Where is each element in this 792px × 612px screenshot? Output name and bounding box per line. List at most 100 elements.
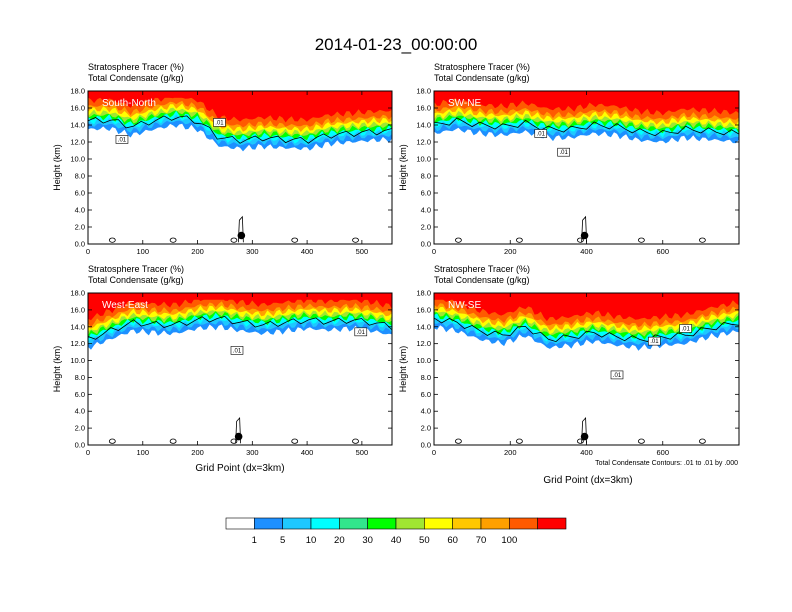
y-tick-label: 12.0 — [416, 339, 431, 348]
y-tick-label: 18.0 — [70, 87, 85, 96]
panel-subtitle: Total Condensate (g/kg) — [88, 73, 184, 83]
y-tick-label: 4.0 — [421, 407, 431, 416]
contour-blob — [638, 438, 645, 444]
contour-label: .01 — [648, 336, 661, 346]
contour-label-text: .01 — [559, 150, 568, 156]
y-tick-label: 2.0 — [421, 223, 431, 232]
tracer-top-strip — [88, 91, 392, 98]
x-tick-label: 600 — [656, 448, 669, 457]
x-tick-label: 400 — [301, 247, 314, 256]
x-tick-label: 200 — [504, 448, 517, 457]
y-tick-label: 8.0 — [421, 373, 431, 382]
surface-marker — [580, 231, 589, 240]
panel-subtitle: Total Condensate (g/kg) — [434, 73, 530, 83]
x-tick-label: 300 — [246, 448, 259, 457]
y-tick-label: 18.0 — [416, 87, 431, 96]
panels: Stratosphere Tracer (%)Total Condensate … — [52, 62, 740, 457]
panel-south-north: Stratosphere Tracer (%)Total Condensate … — [52, 62, 393, 256]
panel-title: Stratosphere Tracer (%) — [434, 62, 530, 72]
y-tick-label: 2.0 — [75, 223, 85, 232]
x-tick-label: 0 — [86, 448, 90, 457]
colorbar-swatch — [310, 517, 340, 530]
x-tick-label: 500 — [356, 247, 369, 256]
tracer-band-9 — [434, 293, 739, 322]
colorbar-label: 30 — [362, 535, 373, 546]
panel-title: Stratosphere Tracer (%) — [88, 62, 184, 72]
y-tick-label: 6.0 — [75, 189, 85, 198]
x-tick-label: 100 — [137, 448, 150, 457]
x-axis-label-left: Grid Point (dx=3km) — [195, 463, 284, 474]
tracer-band-9 — [88, 91, 392, 123]
contour-label-box — [679, 324, 692, 333]
tracer-band-9 — [88, 293, 392, 321]
contour-label-box — [610, 370, 624, 380]
y-tick-label: 4.0 — [421, 206, 431, 215]
x-tick-label: 0 — [432, 448, 436, 457]
contour-label: .01 — [354, 327, 368, 337]
contour-blob — [516, 438, 523, 444]
colorbar-swatch — [395, 517, 425, 530]
contour-blob — [454, 438, 462, 444]
region-label: NW-SE — [448, 300, 481, 311]
y-tick-label: 6.0 — [75, 390, 85, 399]
y-tick-label: 0.0 — [75, 441, 85, 450]
contour-label-box — [648, 336, 661, 346]
y-tick-label: 0.0 — [75, 240, 85, 249]
panel-nw-se: Stratosphere Tracer (%)Total Condensate … — [398, 264, 740, 457]
region-label: South-North — [102, 98, 156, 109]
colorbar-label: 20 — [334, 535, 345, 546]
contour-label-box — [213, 118, 226, 127]
colorbar-swatch — [480, 517, 510, 530]
colorbar-swatch — [367, 517, 397, 530]
contour-label-text: .01 — [233, 348, 242, 354]
y-axis-label: Height (km) — [398, 144, 408, 191]
y-tick-label: 18.0 — [416, 289, 431, 298]
y-axis-label: Height (km) — [52, 144, 62, 191]
y-tick-label: 18.0 — [70, 289, 85, 298]
y-tick-label: 16.0 — [70, 104, 85, 113]
y-tick-label: 0.0 — [421, 441, 431, 450]
condensate-contours — [434, 316, 739, 444]
y-tick-label: 6.0 — [421, 189, 431, 198]
colorbar-swatch — [509, 517, 538, 530]
colorbar: 1 5 10 20 30 40 50 60 70 100 — [225, 517, 567, 546]
contour-blob — [577, 438, 584, 444]
contour-label-text: .01 — [681, 326, 690, 332]
x-tick-label: 400 — [301, 448, 314, 457]
y-tick-label: 10.0 — [70, 356, 85, 365]
contour-label: .01 — [679, 324, 692, 333]
contour-label-box — [115, 135, 129, 144]
surface-marker — [234, 432, 243, 441]
contour-label: .01 — [115, 135, 129, 144]
contour-line-surface — [235, 416, 242, 444]
colorbar-swatch — [282, 517, 312, 530]
x-tick-label: 200 — [191, 247, 204, 256]
tracer-field — [88, 91, 392, 152]
contour-label: .01 — [213, 118, 226, 127]
colorbar-label: 40 — [391, 535, 402, 546]
colorbar-label: 1 — [252, 535, 257, 546]
contour-line-surface — [581, 416, 587, 444]
panel-subtitle: Total Condensate (g/kg) — [88, 275, 184, 285]
region-label: West-East — [102, 300, 148, 311]
y-tick-label: 6.0 — [421, 390, 431, 399]
surface-marker — [237, 231, 246, 240]
contour-line-upper — [88, 315, 392, 340]
contour-label-text: .01 — [537, 132, 546, 138]
tracer-top-strip — [88, 293, 392, 300]
contour-blob — [291, 237, 299, 243]
x-tick-label: 100 — [137, 247, 150, 256]
contour-label-box — [534, 129, 548, 138]
y-tick-label: 14.0 — [416, 121, 431, 130]
colorbar-label: 70 — [476, 535, 487, 546]
contour-label-box — [230, 346, 244, 355]
y-tick-label: 14.0 — [70, 121, 85, 130]
region-label: SW-NE — [448, 98, 481, 109]
y-tick-label: 8.0 — [75, 172, 85, 181]
contour-blob — [699, 438, 706, 444]
contour-line-surface — [581, 215, 587, 243]
y-tick-label: 12.0 — [70, 138, 85, 147]
x-tick-label: 0 — [86, 247, 90, 256]
contour-label-text: .01 — [215, 120, 224, 126]
y-tick-label: 8.0 — [75, 373, 85, 382]
